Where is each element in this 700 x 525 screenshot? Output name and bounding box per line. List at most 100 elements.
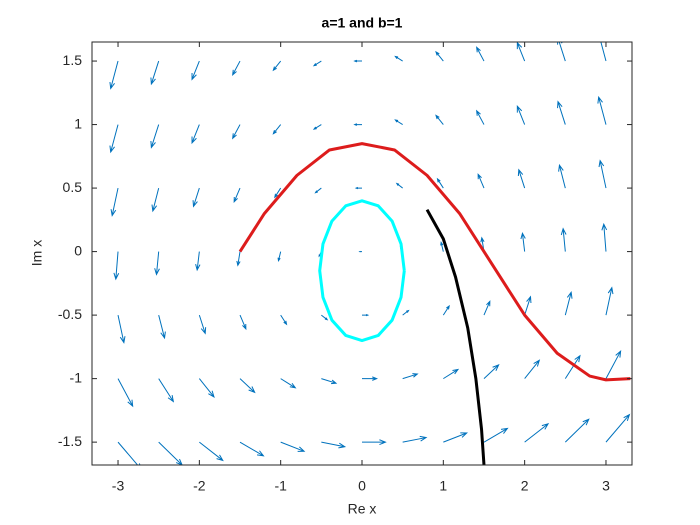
quiver-arrow — [321, 441, 347, 449]
quiver-arrow — [564, 418, 590, 443]
quiver-arrow — [524, 359, 541, 379]
quiver-arrow — [483, 363, 500, 379]
quiver-arrow — [402, 435, 428, 443]
quiver-arrow — [321, 314, 329, 321]
quiver-arrow — [442, 304, 450, 316]
trajectory-line — [238, 142, 631, 382]
quiver-arrow — [600, 42, 607, 62]
quiver-arrow — [232, 124, 241, 140]
quiver-arrow — [597, 95, 607, 125]
quiver-arrow — [394, 119, 403, 125]
quiver-arrow — [117, 315, 126, 344]
y-axis-label: Im x — [29, 240, 45, 266]
quiver-arrow — [312, 60, 322, 67]
quiver-arrow — [239, 314, 247, 331]
x-axis-label: Re x — [348, 501, 377, 517]
quiver-arrow — [605, 349, 622, 379]
quiver-arrow — [198, 378, 215, 398]
quiver-arrow — [236, 251, 241, 267]
quiver-arrow — [191, 124, 200, 145]
quiver-arrow — [109, 60, 119, 90]
y-tick-label: 0.5 — [63, 179, 83, 195]
quiver-arrow — [195, 251, 201, 272]
quiver-arrow — [402, 309, 410, 316]
y-tick-label: 1.5 — [63, 52, 83, 68]
quiver-arrow — [280, 378, 297, 389]
plot-area — [92, 42, 632, 465]
x-tick-label: -3 — [112, 478, 125, 494]
quiver-arrow — [117, 378, 134, 408]
quiver-arrow — [192, 187, 200, 208]
quiver-arrow — [158, 314, 166, 340]
quiver-arrow — [272, 60, 282, 72]
quiver-arrow — [353, 59, 362, 63]
quiver-arrow — [191, 60, 200, 81]
quiver-arrow — [440, 241, 444, 252]
quiver-arrow — [154, 251, 160, 276]
chart-title: a=1 and b=1 — [322, 15, 403, 31]
quiver-arrow — [477, 173, 485, 189]
quiver-arrow — [402, 373, 419, 380]
plot-layer — [109, 42, 631, 465]
quiver-arrow — [110, 187, 119, 217]
quiver-arrow — [476, 109, 485, 125]
quiver-arrow — [560, 227, 567, 252]
quiver-arrow — [520, 231, 526, 252]
x-tick-label: 0 — [358, 478, 366, 494]
x-tick-label: 2 — [521, 478, 529, 494]
quiver-arrow — [435, 114, 444, 125]
quiver-arrow — [280, 314, 288, 326]
quiver-arrow — [598, 159, 607, 189]
quiver-arrow — [435, 50, 444, 62]
y-tick-label: -1.5 — [58, 433, 82, 449]
quiver-arrow — [358, 250, 362, 253]
quiver-arrow — [558, 163, 566, 189]
x-tick-label: 3 — [602, 478, 610, 494]
quiver-arrow — [443, 368, 460, 380]
quiver-arrow — [239, 441, 265, 457]
quiver-arrow — [353, 123, 362, 126]
quiver-arrow — [516, 42, 526, 62]
quiver-arrow — [321, 378, 338, 385]
quiver-arrow — [557, 100, 566, 125]
quiver-arrow — [362, 376, 378, 381]
quiver-arrow — [605, 413, 631, 443]
quiver-arrow — [394, 55, 403, 62]
quiver-arrow — [483, 427, 509, 443]
quiver-arrow — [362, 439, 387, 445]
y-tick-label: -0.5 — [58, 306, 82, 322]
quiver-arrow — [274, 187, 282, 199]
quiver-arrow — [232, 60, 241, 76]
quiver-arrow — [158, 441, 183, 465]
quiver-arrow — [233, 187, 241, 204]
quiver-arrow — [239, 378, 256, 394]
x-tick-label: 1 — [439, 478, 447, 494]
quiver-arrow — [151, 187, 160, 213]
y-tick-label: -1 — [70, 369, 83, 385]
quiver-arrow — [280, 441, 306, 452]
quiver-arrow — [150, 60, 160, 86]
quiver-arrow — [443, 432, 469, 443]
quiver-arrow — [199, 441, 224, 462]
quiver-arrow — [605, 286, 614, 316]
quiver-arrow — [476, 46, 485, 62]
quiver-arrow — [483, 300, 491, 316]
quiver-arrow — [524, 423, 550, 443]
quiver-arrow — [517, 168, 526, 189]
quiver-arrow — [354, 186, 362, 190]
quiver-arrow — [516, 105, 526, 125]
quiver-arrow — [564, 290, 573, 316]
quiver-arrow — [158, 378, 175, 403]
quiver-arrow — [272, 124, 282, 135]
y-tick-label: 1 — [74, 115, 82, 131]
quiver-arrow — [362, 313, 370, 317]
quiver-arrow — [198, 314, 207, 335]
quiver-arrow — [113, 251, 120, 281]
trajectory-line — [318, 199, 406, 343]
quiver-arrow — [564, 354, 581, 379]
quiver-arrow — [312, 124, 322, 130]
quiver-arrow — [314, 187, 322, 194]
x-tick-label: -1 — [274, 478, 287, 494]
quiver-arrow — [109, 124, 119, 154]
